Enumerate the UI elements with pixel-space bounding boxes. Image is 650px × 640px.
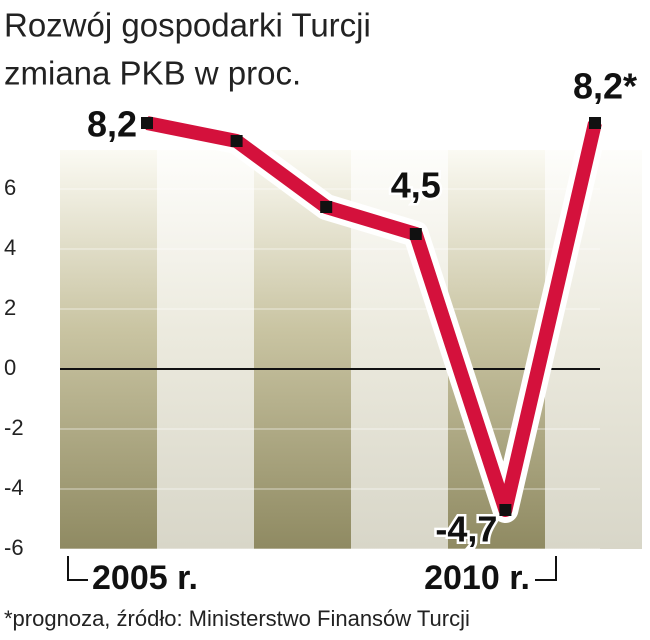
- y-tick-label: 6: [4, 175, 16, 200]
- line: [145, 116, 602, 517]
- value-label: 4,5: [391, 165, 441, 206]
- y-tick-label: 4: [4, 235, 16, 260]
- marker: [141, 117, 153, 129]
- y-tick-label: 0: [4, 355, 16, 380]
- bracket: [535, 556, 557, 581]
- value-label: 8,2: [87, 104, 137, 145]
- marker: [230, 135, 243, 147]
- y-tick-label: -2: [4, 415, 24, 440]
- y-tick-label: 2: [4, 295, 16, 320]
- value-label: 8,2*: [573, 66, 637, 107]
- stripe: [60, 150, 157, 549]
- marker: [409, 228, 422, 240]
- marker: [320, 201, 333, 213]
- x-tick-label: 2005 r.: [92, 559, 198, 597]
- chart-subtitle: zmiana PKB w proc.: [4, 55, 301, 92]
- y-tick-label: -4: [4, 475, 24, 500]
- footnote: *prognoza, źródło: Ministerstwo Finansów…: [4, 606, 470, 631]
- x-tick-label: 2010 r.: [424, 559, 530, 597]
- value-label: -4,7: [435, 509, 497, 550]
- stripe: [157, 150, 254, 549]
- marker: [499, 504, 512, 516]
- chart-title: Rozwój gospodarki Turcji: [4, 7, 371, 44]
- bracket: [67, 556, 88, 581]
- marker: [589, 117, 601, 129]
- y-tick-label: -6: [4, 535, 24, 560]
